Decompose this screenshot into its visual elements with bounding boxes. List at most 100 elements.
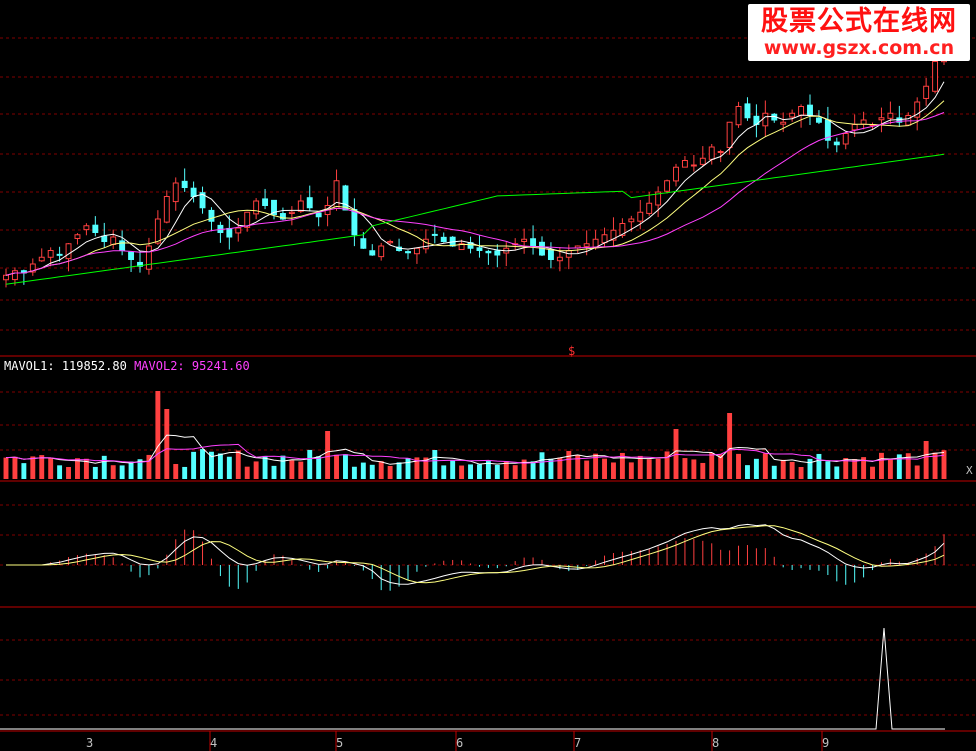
volume-bar xyxy=(619,452,625,479)
volume-bar xyxy=(173,463,179,479)
volume-bar xyxy=(12,456,18,479)
volume-bar xyxy=(611,462,616,479)
candle-body xyxy=(521,238,528,242)
candle-body xyxy=(726,121,733,149)
volume-bar xyxy=(655,458,661,479)
candle-body xyxy=(137,261,143,267)
volume-bar xyxy=(736,453,741,479)
candle-body xyxy=(735,106,742,126)
volume-bar xyxy=(753,458,759,479)
candle-body xyxy=(190,187,197,197)
candle-body xyxy=(172,182,179,203)
volume-bar xyxy=(646,459,652,479)
candle-body xyxy=(476,247,483,252)
volume-bar xyxy=(628,462,634,479)
volume-bar xyxy=(351,466,357,479)
watermark-url: www.gszx.com.cn xyxy=(763,37,955,59)
candle-body xyxy=(762,112,769,127)
candle-body xyxy=(556,256,563,262)
volume-bar xyxy=(182,466,188,479)
volume-bar xyxy=(879,452,884,479)
volume-bar xyxy=(816,453,822,479)
volume-bar xyxy=(861,457,867,479)
candle-body xyxy=(601,234,608,244)
volume-bar xyxy=(887,459,893,479)
candle-body xyxy=(306,197,313,209)
candle-body xyxy=(29,263,36,273)
volume-bar xyxy=(450,460,456,479)
ma20-line xyxy=(5,112,945,276)
volume-bar xyxy=(691,459,697,479)
volume-bar xyxy=(119,465,125,479)
mavol2-value: 95241.60 xyxy=(191,359,250,373)
candle-body xyxy=(351,209,358,236)
macd-dif-line xyxy=(6,523,945,585)
candle-body xyxy=(244,211,251,228)
volume-bar xyxy=(575,454,581,479)
candle-body xyxy=(851,124,858,131)
candle-body xyxy=(110,236,117,246)
candle-body xyxy=(74,234,81,239)
ma10-line xyxy=(5,100,945,276)
volume-bar xyxy=(896,454,902,479)
volume-bar xyxy=(494,464,500,479)
volume-bar xyxy=(253,461,259,479)
volume-bar xyxy=(932,452,938,479)
volume-bar xyxy=(101,455,107,479)
candle-body xyxy=(914,101,921,118)
month-tick-9: 9 xyxy=(822,736,830,750)
candle-body xyxy=(38,256,45,262)
candle-body xyxy=(619,223,626,236)
close-panel-button[interactable]: X xyxy=(966,464,973,477)
candle-body xyxy=(610,229,617,241)
volume-bar xyxy=(39,455,45,479)
volume-bar xyxy=(762,453,768,479)
volume-bar xyxy=(280,455,286,479)
volume-bar xyxy=(378,461,384,479)
volume-bar xyxy=(325,431,331,479)
volume-bar xyxy=(92,466,98,479)
volume-bar xyxy=(727,413,733,479)
month-tick-4: 4 xyxy=(210,736,218,750)
signal-line xyxy=(0,627,945,730)
volume-bar xyxy=(110,465,116,479)
volume-bar xyxy=(566,450,572,479)
candle-body xyxy=(3,274,9,281)
candle-body xyxy=(101,235,108,243)
volume-bar xyxy=(745,465,750,479)
volume-bar xyxy=(789,461,795,479)
volume-bar xyxy=(289,460,295,479)
candle-body xyxy=(780,121,787,125)
marker-symbol: $ xyxy=(568,344,576,358)
candle-body xyxy=(932,61,939,92)
candle-body xyxy=(83,225,90,231)
candle-body xyxy=(92,224,99,233)
candle-body xyxy=(842,133,849,145)
volume-bar xyxy=(387,465,393,479)
volume-bar xyxy=(530,461,536,479)
candle-body xyxy=(271,199,277,215)
candle-body xyxy=(664,180,671,192)
volume-bar xyxy=(405,458,411,479)
volume-bar xyxy=(709,452,715,479)
volume-bar xyxy=(664,451,670,479)
candle-body xyxy=(440,236,447,242)
mavol1-value: 119852.80 xyxy=(61,359,127,373)
candle-body xyxy=(673,166,679,182)
candle-body xyxy=(360,238,367,249)
candle-body xyxy=(47,250,54,258)
candle-body xyxy=(815,117,822,123)
volume-bar xyxy=(807,458,813,479)
volume-bar xyxy=(307,449,313,479)
volume-bar xyxy=(226,456,232,479)
volume-bar xyxy=(3,457,9,479)
volume-bar xyxy=(503,461,509,479)
month-tick-3: 3 xyxy=(86,736,94,750)
volume-bar xyxy=(700,462,706,479)
mavol2-label: MAVOL2: xyxy=(134,359,185,373)
volume-bar xyxy=(217,453,223,479)
candle-body xyxy=(154,218,161,244)
volume-bar xyxy=(441,465,447,479)
volume-bar xyxy=(843,458,849,479)
